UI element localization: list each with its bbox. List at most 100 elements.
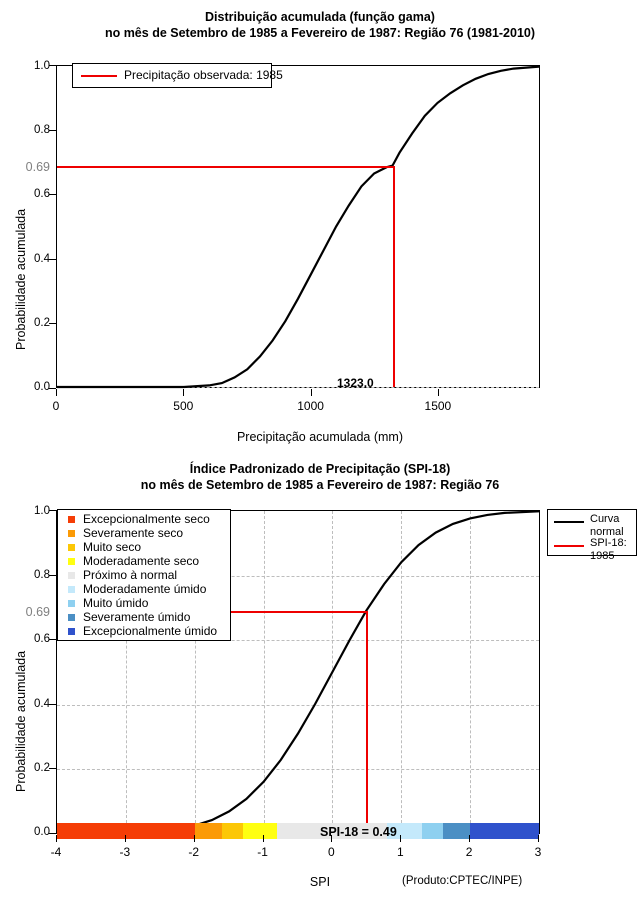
top-ytick-mark-1.0: [49, 65, 56, 66]
gridline-y-0.0: [57, 387, 539, 388]
bottom-ytick-0.2: 0.2: [34, 762, 50, 774]
gridline-x--1: [263, 511, 265, 833]
spi-category-row: Moderadamente seco: [58, 554, 230, 568]
bottom-xtick-0: 0: [328, 845, 335, 859]
bottom-xtick--2: -2: [188, 845, 200, 859]
top-xtick-mark-1000: [310, 389, 312, 396]
category-swatch-icon: [68, 515, 75, 523]
top-ytick-0.69: 0.69: [25, 160, 50, 174]
spi-category-row: Excepcionalmente úmido: [58, 625, 230, 639]
spi-colorbar: [57, 823, 539, 839]
top-ytick-0.8: 0.8: [34, 124, 50, 136]
spi-category-row: Excepcionalmente seco: [58, 512, 230, 526]
category-label: Muito úmido: [83, 596, 149, 611]
bottom-xtick--4: -4: [50, 845, 62, 859]
legend-label-curva-normal-l2: normal: [590, 526, 624, 538]
top-xtick-mark-0: [56, 389, 57, 396]
category-swatch-icon: [68, 529, 75, 537]
top-chart-title-line2: no mês de Setembro de 1985 a Fevereiro d…: [104, 26, 536, 40]
top-ytick-0.4: 0.4: [34, 253, 50, 265]
gridline-x-1: [401, 511, 403, 833]
colorbar-segment-excepcionalmente-umido: [470, 823, 539, 839]
colorbar-segment-excepcionalmente-seco: [57, 823, 195, 839]
top-xtick-0: 0: [52, 399, 60, 413]
bottom-xtick-mark--2: [193, 835, 195, 842]
category-label: Severamente seco: [83, 525, 184, 540]
category-swatch-icon: [68, 543, 75, 551]
spi-category-row: Severamente seco: [58, 526, 230, 540]
category-label: Excepcionalmente úmido: [83, 624, 218, 639]
top-chart-value-annotation: 1323.0: [337, 376, 374, 390]
category-swatch-icon: [68, 628, 75, 636]
bottom-xtick--3: -3: [119, 845, 131, 859]
colorbar-segment-muito-umido: [421, 823, 443, 839]
top-ytick-0.2: 0.2: [34, 317, 50, 329]
bottom-chart-spi-line: [366, 610, 369, 833]
gamma-cdf-curve-smooth: [57, 65, 540, 389]
bottom-xtick-mark-2: [469, 835, 471, 842]
gridline-y-0.4-b: [57, 704, 539, 706]
top-xtick-1500: 1500: [424, 399, 452, 413]
category-label: Moderadamente seco: [83, 553, 200, 568]
legend-entry-spi18: SPI-18: 1985: [548, 537, 636, 563]
bottom-ytick-mark-0.0: [49, 833, 56, 834]
category-label: Muito seco: [83, 539, 142, 554]
legend-line-spi18: [554, 545, 584, 547]
category-label: Excepcionalmente seco: [83, 511, 210, 526]
top-chart-prob-line: [57, 165, 393, 168]
gridline-y-0.8-b: [57, 575, 539, 577]
bottom-xtick-2: 2: [465, 845, 473, 859]
spi-category-row: Muito úmido: [58, 597, 230, 611]
category-label: Próximo à normal: [83, 567, 178, 582]
bottom-ytick-mark-0.4: [49, 703, 56, 705]
bottom-xtick-mark-0: [331, 835, 333, 842]
bottom-xtick-mark--3: [124, 835, 126, 842]
top-ytick-0.6: 0.6: [34, 188, 50, 200]
colorbar-segment-severamente-umido: [442, 823, 471, 839]
bottom-chart-plot-area: [56, 510, 540, 835]
spi-category-row: Moderadamente úmido: [58, 582, 230, 596]
spi-category-row: Próximo à normal: [58, 568, 230, 582]
spi-panel: Índice Padronizado de Precipitação (SPI-…: [0, 452, 640, 900]
gridline-x--3: [125, 511, 127, 833]
bottom-xtick-mark-3: [538, 835, 539, 842]
category-swatch-icon: [68, 614, 75, 622]
top-chart-legend: Precipitação observada: 1985: [72, 63, 283, 88]
bottom-chart-xlabel: SPI: [309, 875, 331, 889]
category-swatch-icon: [68, 586, 75, 594]
bottom-chart-series-legend: Curva normal SPI-18: 1985: [547, 509, 637, 562]
gridline-y-0.2-b: [57, 769, 539, 771]
bottom-ytick-0.69: 0.69: [25, 605, 50, 619]
spi-category-row: Muito seco: [58, 540, 230, 554]
bottom-xtick-1: 1: [396, 845, 404, 859]
bottom-ytick-mark-1.0: [49, 510, 56, 511]
legend-line-observed: [81, 74, 117, 77]
gamma-cdf-panel: Distribuição acumulada (função gama) no …: [14, 10, 540, 444]
legend-label-curva-normal-l1: Curva: [590, 513, 620, 525]
colorbar-segment-severamente-seco: [194, 823, 223, 839]
top-xtick-mark-500: [183, 389, 185, 396]
bottom-xtick-mark--4: [56, 835, 57, 842]
top-ytick-mark-0.8: [49, 129, 56, 131]
top-xtick-500: 500: [173, 399, 194, 413]
bottom-ytick-0.0: 0.0: [34, 826, 50, 838]
bottom-ytick-0.8: 0.8: [34, 569, 50, 581]
bottom-ytick-mark-0.6: [49, 639, 56, 641]
top-xtick-mark-1500: [437, 389, 439, 396]
colorbar-segment-muito-seco: [222, 823, 243, 839]
bottom-chart-title-line1: Índice Padronizado de Precipitação (SPI-…: [189, 462, 451, 476]
spi-category-legend: Excepcionalmente seco Severamente seco Mui…: [57, 509, 231, 641]
legend-label-observed: Precipitação observada: 1985: [124, 68, 283, 82]
colorbar-segment-proximo-normal: [277, 823, 388, 839]
category-swatch-icon: [68, 571, 75, 579]
category-swatch-icon: [68, 600, 75, 608]
top-chart-title-line1: Distribuição acumulada (função gama): [205, 10, 435, 24]
bottom-ytick-0.4: 0.4: [34, 698, 50, 710]
legend-label-curva-normal: Curva normal: [590, 513, 624, 539]
legend-label-spi18: SPI-18: 1985: [590, 537, 627, 562]
bottom-ytick-0.6: 0.6: [34, 633, 50, 645]
category-swatch-icon: [68, 557, 75, 565]
legend-line-curva-normal: [554, 521, 584, 523]
top-ytick-mark-0.4: [49, 258, 56, 260]
bottom-xtick-mark-1: [400, 835, 402, 842]
